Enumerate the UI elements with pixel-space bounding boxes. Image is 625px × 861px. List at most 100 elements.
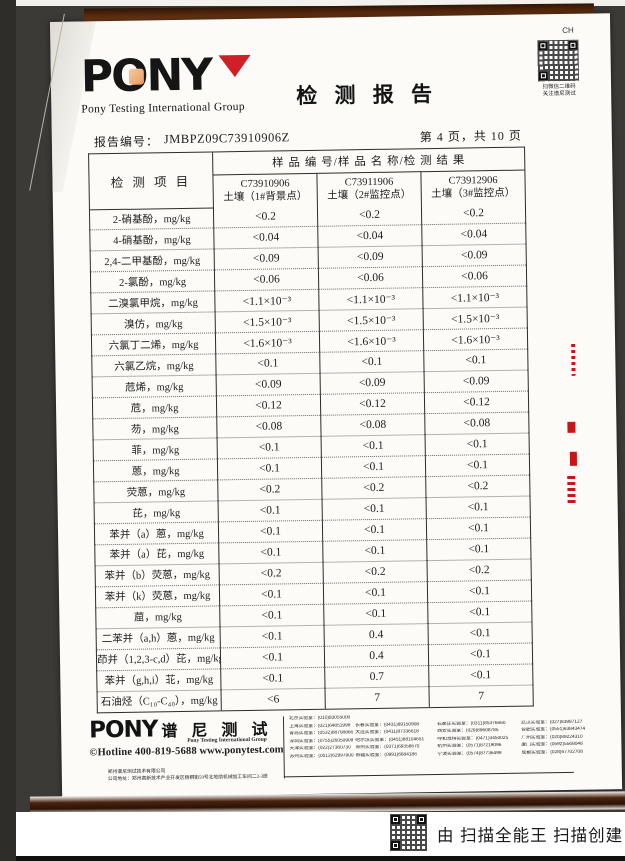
result-value: <0.06: [422, 265, 527, 289]
analyte-name: 苯并（b）荧蒽，mg/kg: [95, 563, 220, 587]
analyte-name: 二溴氯甲烷，mg/kg: [90, 291, 216, 315]
lab-contact: 深圳实验室：(0755)26050909: [289, 738, 354, 745]
sample-name: 土壤（1#背景点）: [223, 190, 308, 204]
report-no-label: 报告编号：: [93, 134, 160, 150]
lab-contact: 成都实验室：(028)67702708: [521, 749, 583, 756]
analyte-name: 荧蒽，mg/kg: [93, 480, 219, 503]
result-value: <0.1: [428, 642, 533, 666]
sample-header: C73911906 土壤（2#监控点）: [316, 171, 422, 206]
result-value: <0.2: [421, 202, 526, 226]
lab-contact: 宁波实验室：(0574)87736499: [437, 750, 502, 757]
lab-contact: 武汉实验室：(027)83997127: [521, 719, 583, 726]
wechat-qr-code: [537, 39, 579, 82]
lab-contact: 天津实验室：(022)27360730: [289, 745, 351, 752]
lab-contact: 大连实验室：(0411)87336618: [355, 729, 419, 736]
result-value: <0.1: [322, 518, 427, 542]
company-address: 郑州谱尼测试技术有限公司 公司地址：郑州高新技术产业开发区梧桐街59号北地助机械…: [108, 767, 268, 784]
results-table: 检 测 项 目 样 品 编 号/样 品 名 称/检 测 结 果 C7391090…: [88, 146, 534, 714]
result-value: 0.4: [324, 644, 429, 668]
analyte-name: 菲，mg/kg: [93, 438, 218, 461]
sample-name: 土壤（3#监控点）: [431, 187, 516, 201]
company-address-line: 公司地址：郑州高新技术产业开发区梧桐街59号北地助机械加工车间二2-3层: [107, 774, 268, 783]
analyte-name: 石油烃（C₁₀-C₄₀），mg/kg: [97, 689, 222, 713]
result-value: <0.1: [219, 604, 325, 627]
analyte-name: 溴仿，mg/kg: [91, 312, 216, 336]
website: www.ponytest.com: [199, 744, 284, 757]
footer-divider: [282, 716, 285, 779]
result-value: <0.04: [421, 223, 527, 247]
result-value: <0.04: [213, 226, 319, 250]
result-value: 7: [478, 690, 485, 703]
result-value: <0.2: [425, 475, 531, 498]
analyte-name: 六氯丁二烯，mg/kg: [91, 333, 216, 357]
lab-contact: 广州实验室：(020)89224310: [521, 734, 583, 741]
result-value: <0.1: [427, 579, 532, 603]
sample-header: C73912906 土壤（3#监控点）: [421, 170, 526, 204]
result-value: <0.08: [424, 412, 530, 435]
result-value: <0.1: [426, 538, 532, 561]
result-value: <1.5×10⁻³: [423, 307, 528, 330]
result-value: <0.1: [215, 352, 321, 376]
analyte-name: 2-硝基酚，mg/kg: [89, 207, 214, 231]
report-no-value: JMBPZ09C73910906Z: [163, 130, 290, 147]
analyte-name: 苯并（g,h,i）苝，mg/kg: [96, 668, 222, 692]
lab-contact: 杭州实验室：(0571)87219096: [437, 743, 502, 750]
logo-o-square-icon: [128, 68, 144, 85]
camscanner-qr-code: [390, 814, 427, 851]
sample-code: C73911906: [344, 176, 394, 189]
result-value: 0.4: [324, 623, 429, 647]
lab-contact: 北京实验室：(010)83055000: [288, 715, 351, 722]
result-value: <1.6×10⁻³: [319, 329, 424, 353]
lab-contact: 西安实验室：(029)89608785: [437, 728, 499, 735]
result-value: <0.2: [321, 476, 427, 500]
photo-top-edge: [16, 0, 625, 6]
result-value: <0.1: [220, 667, 325, 690]
result-value: <0.1: [218, 499, 323, 522]
analyte-name: 蒽，mg/kg: [93, 459, 218, 482]
qr-eye-icon: [417, 815, 426, 824]
sample-name: 土壤（2#监控点）: [327, 189, 412, 202]
result-value: <0.06: [214, 268, 319, 292]
result-value: <0.09: [216, 373, 321, 397]
qr-eye-icon: [538, 71, 548, 81]
analyte-name: 苯并（a）芘，mg/kg: [94, 542, 220, 566]
result-value: <1.1×10⁻³: [318, 288, 424, 311]
result-value: <1.6×10⁻³: [215, 331, 320, 355]
result-value: <0.06: [318, 267, 423, 290]
result-value: <0.1: [220, 625, 325, 648]
page-title: 检 测 报 告: [296, 81, 439, 109]
result-value: <0.1: [426, 496, 531, 519]
photo-bottom-bar: [0, 856, 625, 861]
result-value: <0.2: [317, 204, 422, 227]
result-value: <0.09: [318, 246, 423, 269]
analyte-name: 苯并（a）蒽，mg/kg: [94, 521, 219, 545]
company-name: 郑州谱尼测试技术有限公司: [107, 769, 166, 776]
result-value: 7: [324, 686, 430, 710]
sample-code: C73910906: [240, 178, 290, 191]
sample-code: C73912906: [448, 174, 498, 187]
qr-caption: 扫微信二维码 关注谱尼测试: [533, 84, 585, 99]
result-value: <0.1: [322, 539, 428, 563]
analyte-name: 4-硝基酚，mg/kg: [89, 228, 215, 252]
analyte-name: 二苯并（a,h）蒽，mg/kg: [96, 626, 221, 650]
lab-contact: 哈尔滨实验室：(0451)88104651: [355, 736, 425, 744]
result-value: <0.2: [323, 560, 428, 584]
footer-rule: [283, 771, 574, 778]
corner-mark: CH: [562, 25, 574, 35]
sample-header: C73910906 土壤（1#背景点）: [212, 173, 318, 208]
qr-caption-line1: 扫微信二维码: [542, 83, 576, 91]
logo-red-triangle-icon: [218, 54, 251, 78]
analyte-name: 苯并（k）荧蒽，mg/kg: [95, 584, 220, 608]
analyte-name: 2,4-二甲基酚，mg/kg: [90, 249, 215, 273]
lab-contact: 呼和浩特实验室：(0471)3450025: [437, 735, 509, 742]
result-value: 0.7: [324, 665, 429, 689]
result-value: <0.1: [425, 454, 530, 477]
result-value: <0.1: [321, 434, 426, 458]
results-tbody: 2-硝基酚，mg/kg <0.2 <0.2 <0.2 4-硝基酚，mg/kg <0.04 <…: [89, 202, 533, 713]
lab-contact: 长春实验室：(0431)89150908: [355, 721, 420, 728]
analyte-name: 苊，mg/kg: [92, 396, 217, 420]
result-value: <0.1: [218, 541, 324, 564]
result-value: <0.09: [320, 371, 425, 395]
lab-contact: 上海实验室：(021)64851999: [289, 722, 351, 729]
result-value: <0.09: [214, 247, 319, 271]
